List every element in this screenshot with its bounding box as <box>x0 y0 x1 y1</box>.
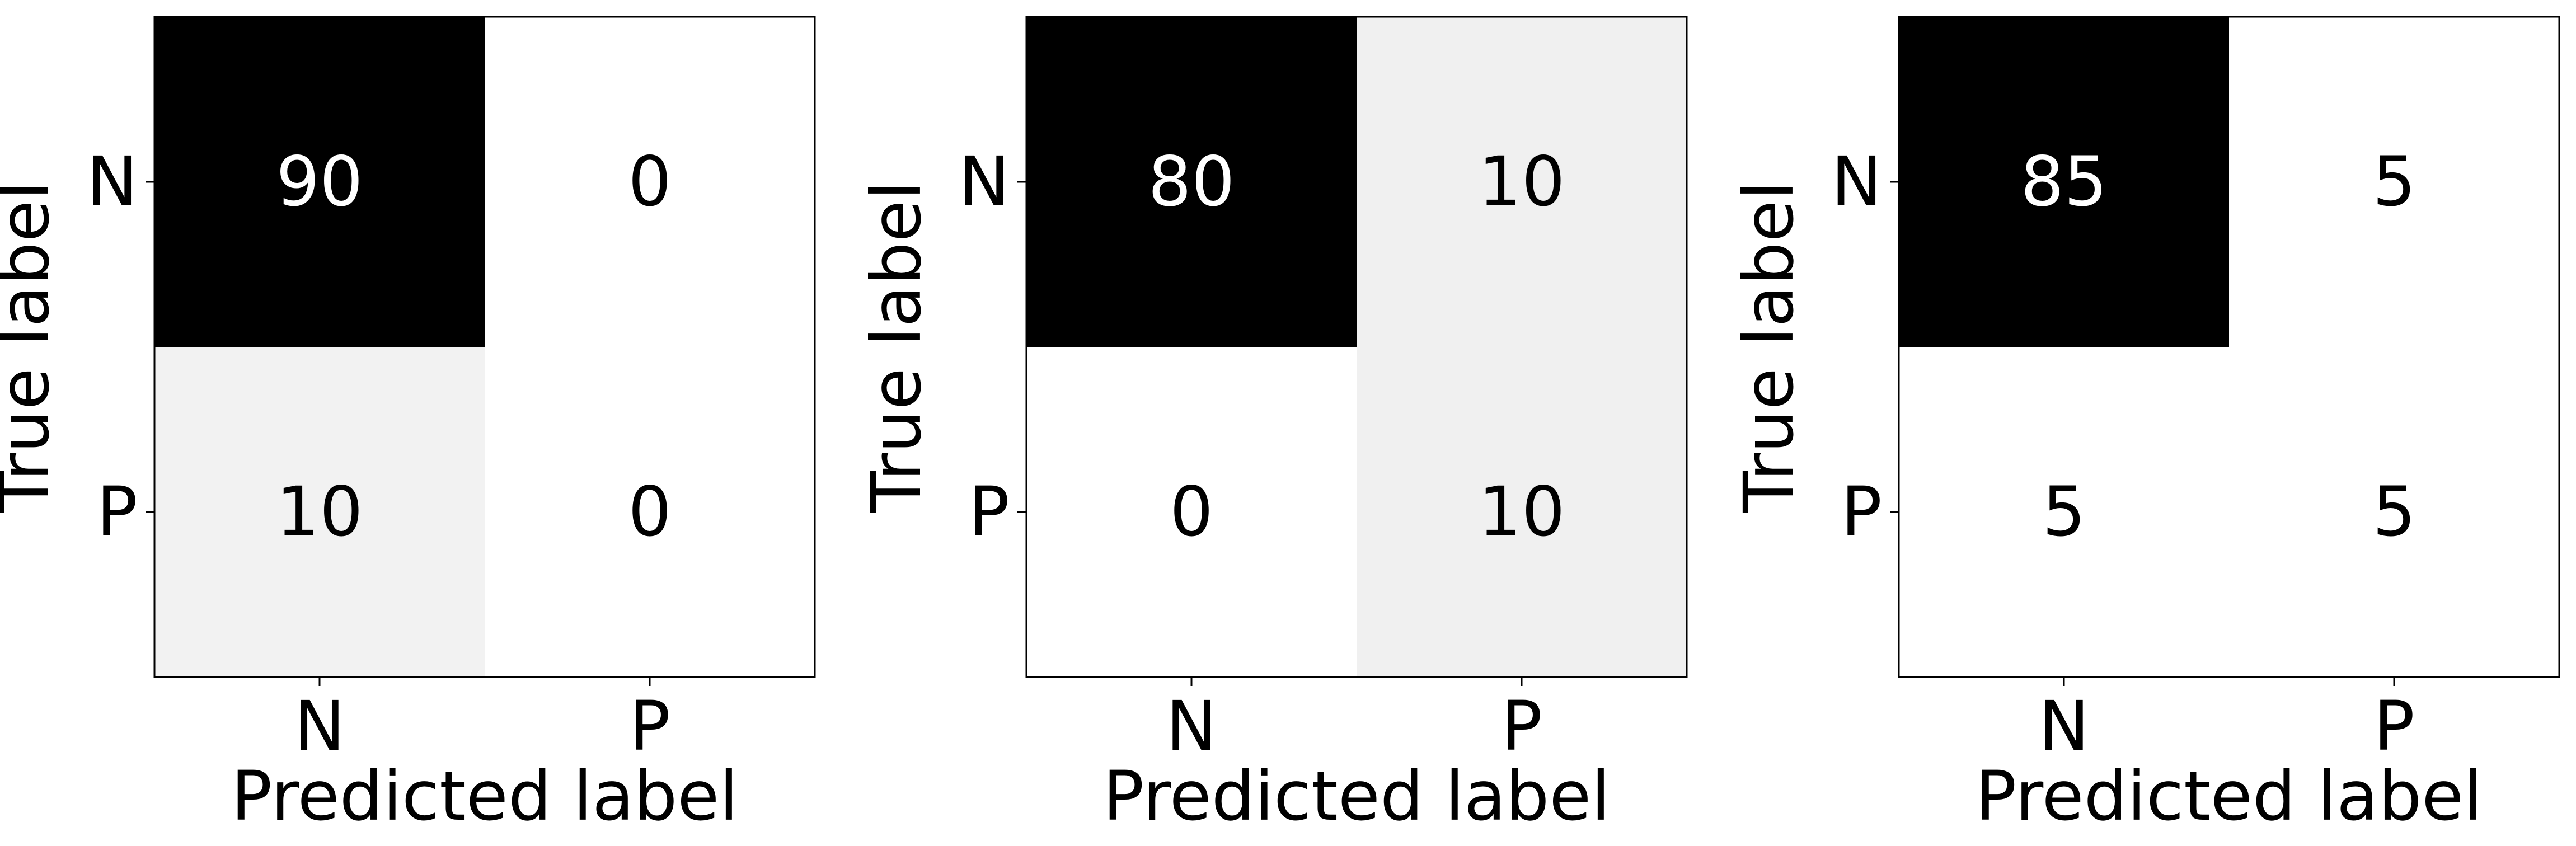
cell-value-label: 0 <box>628 472 672 552</box>
y-tick-label: P <box>1841 472 1882 552</box>
y-tick-label: N <box>1831 142 1882 222</box>
y-tick-label: N <box>959 142 1010 222</box>
y-axis-label: True label <box>0 181 64 514</box>
cell-value-label: 10 <box>1478 472 1565 552</box>
heatmap-cell <box>154 17 485 347</box>
heatmap-cell <box>1357 347 1687 678</box>
heatmap-cell <box>485 347 815 678</box>
heatmap-cell <box>1899 347 2230 678</box>
cell-value-label: 0 <box>1170 472 1213 552</box>
heatmap-cell <box>1026 17 1357 347</box>
plot-frame <box>1025 16 1688 678</box>
cell-value-label: 10 <box>276 472 363 552</box>
x-tick-label: N <box>1166 687 1217 766</box>
heatmap-cell <box>485 17 815 347</box>
heatmap-cell <box>2229 17 2560 347</box>
x-axis-label: Predicted label <box>231 756 739 836</box>
heatmap-cell <box>1357 17 1687 347</box>
plot-frame <box>1898 16 2560 678</box>
x-tick-label: P <box>629 687 670 766</box>
x-tick-label: N <box>294 687 345 766</box>
heatmap-cell <box>1026 347 1357 678</box>
cell-value-label: 5 <box>2042 472 2086 552</box>
y-tick-label: N <box>87 142 138 222</box>
x-tick-label: P <box>1501 687 1542 766</box>
plot-frame <box>153 16 816 678</box>
x-tick-label: N <box>2038 687 2089 766</box>
cell-value-label: 0 <box>628 142 672 222</box>
heatmap-cell <box>154 347 485 678</box>
cell-value-label: 5 <box>2372 142 2416 222</box>
x-axis-label: Predicted label <box>1103 756 1611 836</box>
cell-value-label: 10 <box>1478 142 1565 222</box>
x-tick-label: P <box>2373 687 2415 766</box>
cell-value-label: 5 <box>2372 472 2416 552</box>
cell-value-label: 90 <box>276 142 363 222</box>
y-tick-label: P <box>96 472 138 552</box>
heatmap-cell <box>1899 17 2230 347</box>
cell-value-label: 85 <box>2020 142 2107 222</box>
y-axis-label: True label <box>1729 181 1809 514</box>
x-axis-label: Predicted label <box>1976 756 2483 836</box>
heatmap-cell <box>2229 347 2560 678</box>
y-tick-label: P <box>968 472 1010 552</box>
y-axis-label: True label <box>857 181 936 514</box>
cell-value-label: 80 <box>1148 142 1235 222</box>
